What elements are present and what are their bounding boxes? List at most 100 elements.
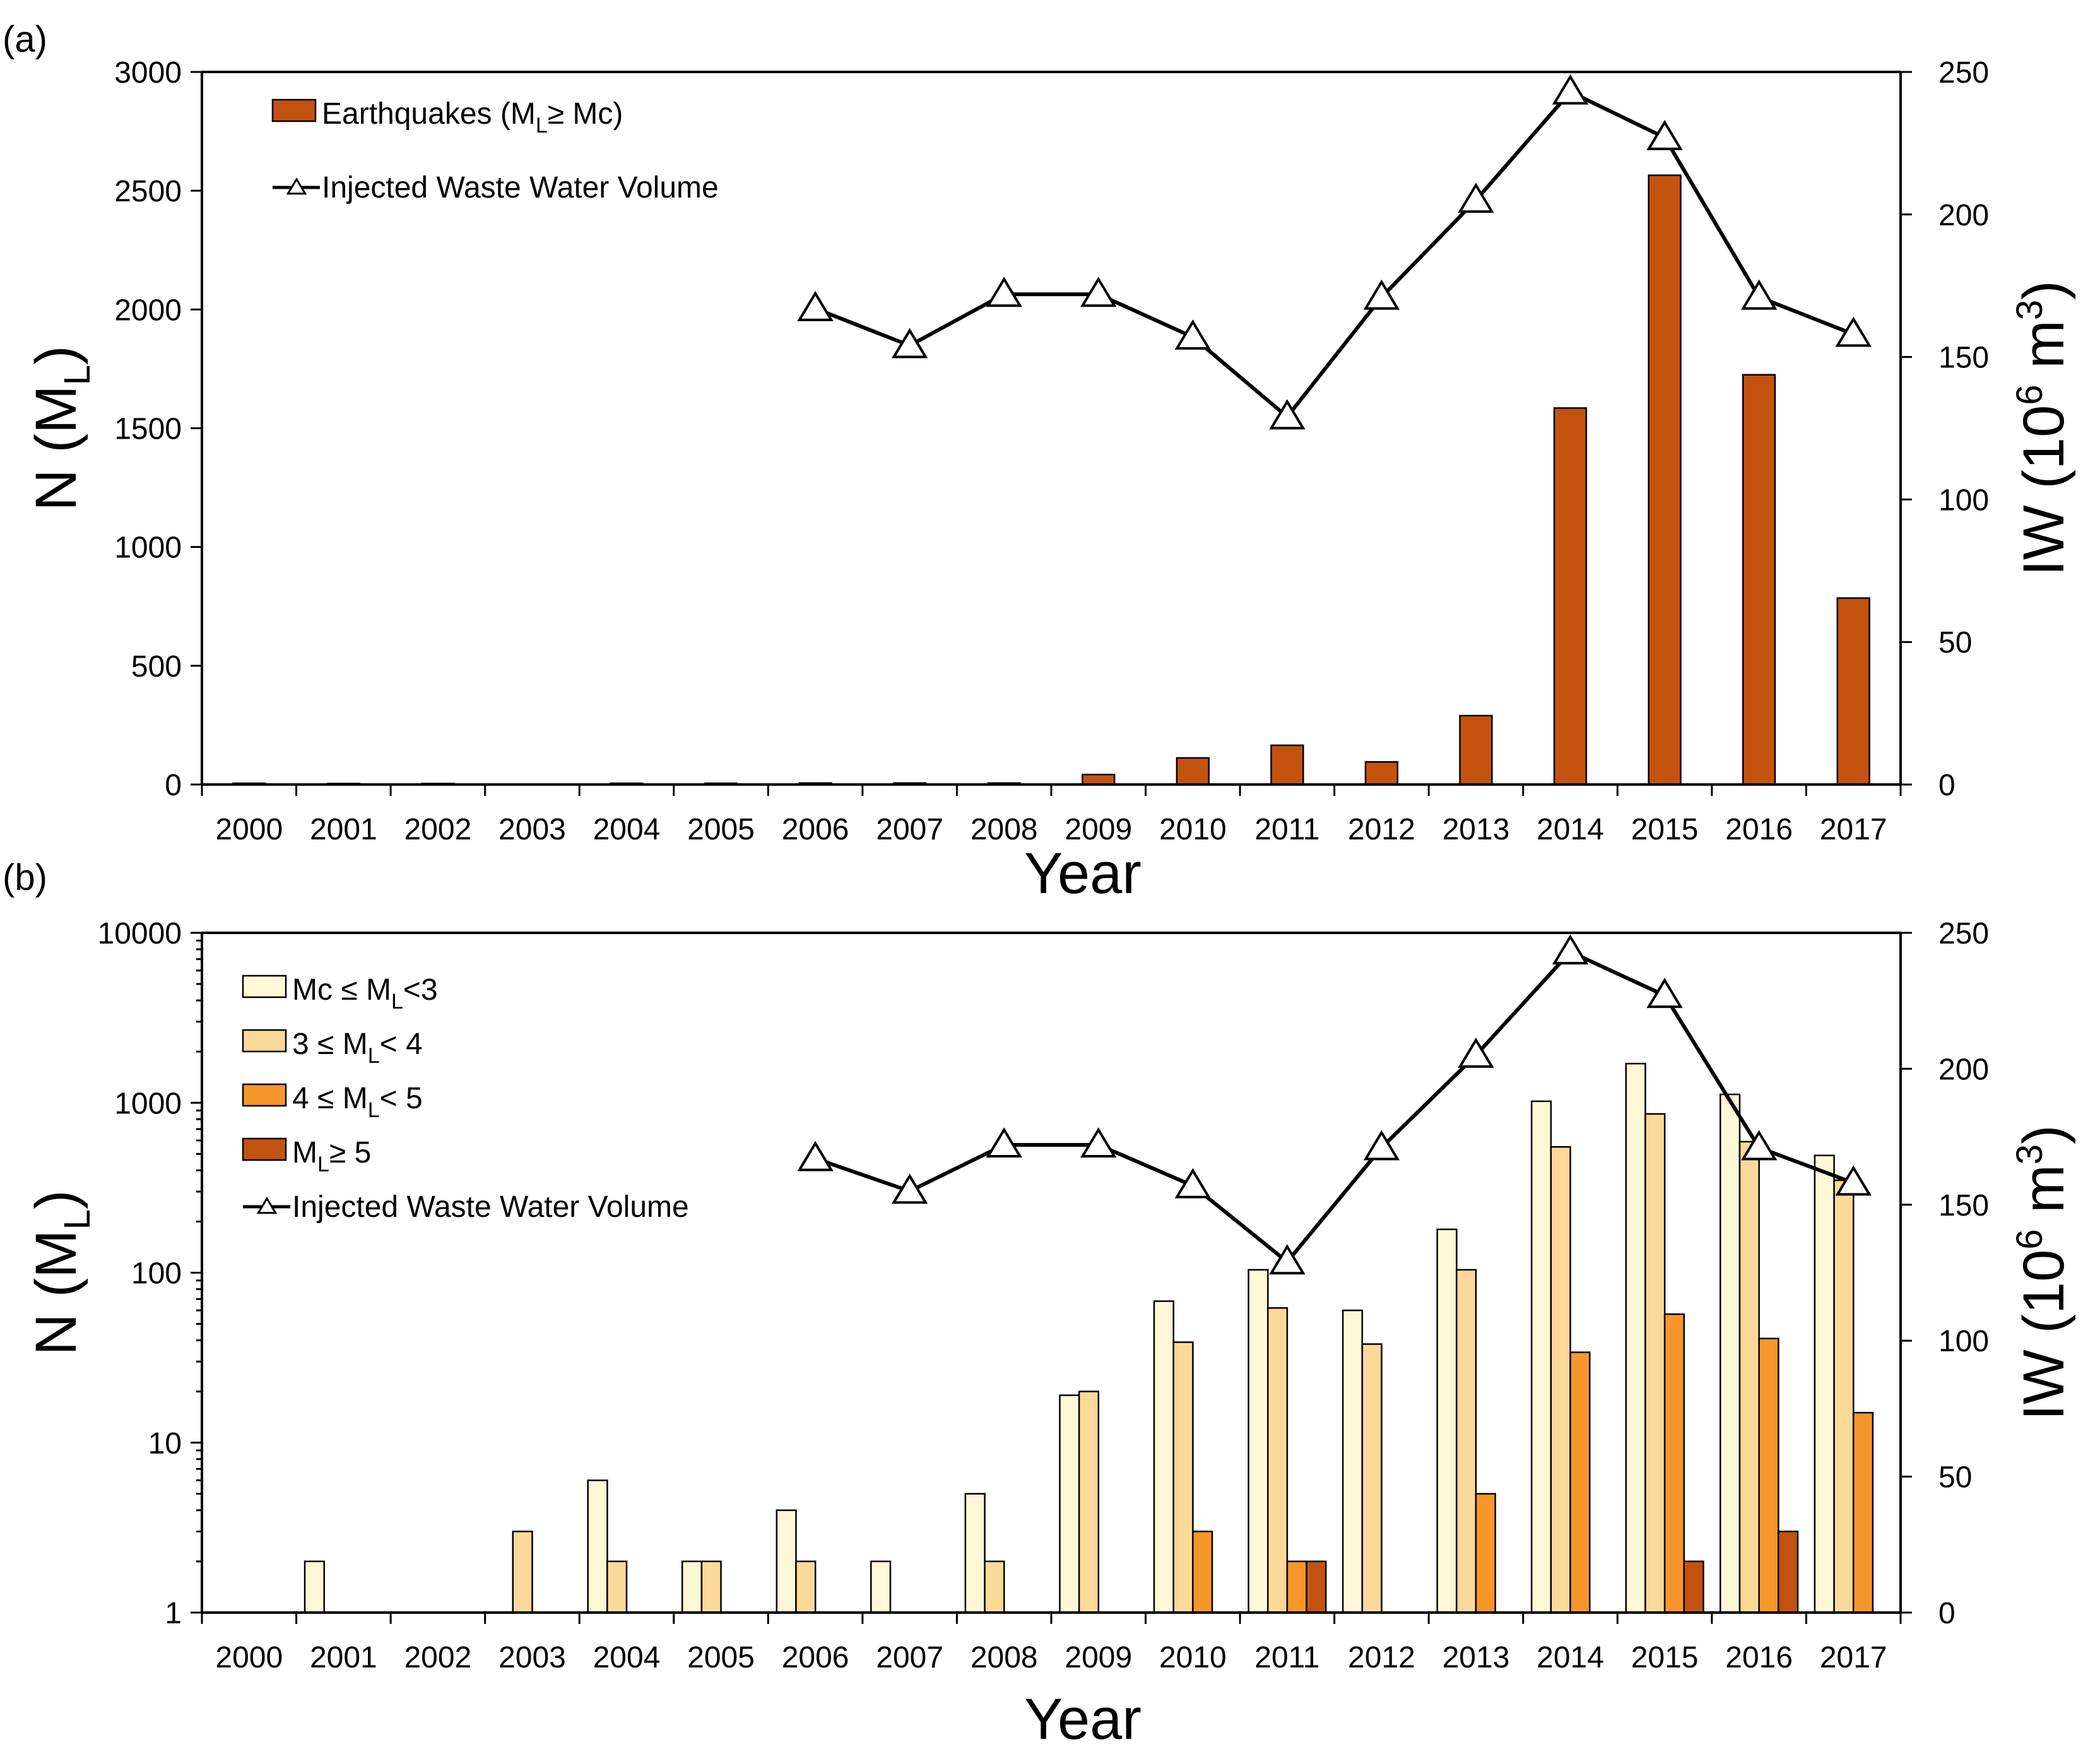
x-tick-label: 2013 [1442, 813, 1510, 846]
legend-label: Mc ≤ ML<3 [292, 973, 438, 1014]
panel-label: (a) [3, 19, 47, 60]
y-axis-title: N (ML) [24, 345, 98, 511]
triangle-marker [1646, 978, 1683, 1009]
y-tick-label: 10000 [98, 917, 182, 950]
y-axis-title: N (ML) [24, 1190, 98, 1355]
bar [1266, 1307, 1289, 1614]
y2-tick-label: 50 [1938, 626, 1972, 660]
legend-label: Earthquakes (ML≥ Mc) [322, 97, 623, 138]
y-tick-label: 2000 [114, 293, 182, 327]
y2-tick-label: 200 [1938, 1053, 1989, 1086]
legend-swatch [242, 1083, 287, 1107]
bar [1176, 757, 1210, 786]
x-tick-label: 2016 [1725, 813, 1793, 846]
x-tick-label: 2005 [687, 1641, 755, 1674]
x-tick-label: 2015 [1631, 813, 1699, 846]
x-tick-label: 2012 [1348, 1641, 1415, 1674]
bar [964, 1493, 986, 1614]
x-tick-label: 2009 [1065, 813, 1132, 846]
y2-tick-label: 0 [1938, 1597, 1955, 1630]
triangle-marker [1646, 119, 1683, 150]
legend-triangle-marker [286, 177, 307, 195]
legend-label: Injected Waste Water Volume [322, 171, 719, 204]
y-tick-label: 100 [131, 1257, 182, 1291]
triangle-marker [797, 1140, 834, 1171]
chart-panel-a: (a)2000 2001 2002 2003 2004 2005 2006 2007 2008 2… [3, 19, 2076, 906]
panel-label: (b) [3, 857, 47, 898]
bar [1270, 744, 1304, 786]
bar [984, 1560, 1005, 1614]
x-tick-label: 2006 [782, 813, 849, 846]
x-tick-label: 2003 [498, 1641, 566, 1674]
bar [1286, 1560, 1307, 1614]
y2-tick-label: 100 [1938, 483, 1989, 517]
legend-label: ML≥ 5 [292, 1136, 371, 1176]
triangle-marker [891, 1173, 928, 1204]
y2-tick-label: 100 [1938, 1325, 1989, 1358]
x-tick-label: 2011 [1254, 813, 1319, 846]
bar [1306, 1560, 1327, 1614]
bar [304, 1560, 325, 1614]
legend-label: 4 ≤ ML< 5 [292, 1082, 423, 1122]
y2-tick-label: 150 [1938, 341, 1989, 375]
bar [1248, 1269, 1269, 1614]
y2-tick-label: 250 [1938, 56, 1989, 90]
bar [1778, 1531, 1799, 1614]
x-tick-label: 2001 [310, 813, 377, 846]
legend-swatch [242, 1029, 287, 1053]
triangle-marker [1080, 276, 1117, 307]
x-tick-label: 2005 [687, 813, 755, 846]
x-axis-title: Year [1024, 1687, 1141, 1747]
x-tick-label: 2006 [782, 1641, 849, 1674]
triangle-marker [1174, 1168, 1212, 1199]
bar [1814, 1154, 1835, 1614]
legend-label: Injected Waste Water Volume [292, 1190, 689, 1224]
x-tick-label: 2003 [498, 813, 566, 846]
bar [1475, 1493, 1496, 1614]
x-tick-label: 2012 [1348, 813, 1415, 846]
triangle-marker [1174, 319, 1212, 350]
bar [1742, 374, 1776, 786]
x-axis-title: Year [1024, 841, 1141, 906]
bar [1833, 1179, 1855, 1614]
y-tick-label: 500 [131, 650, 182, 684]
triangle-marker [891, 328, 928, 358]
x-tick-label: 2008 [970, 813, 1038, 846]
legend-swatch [242, 974, 287, 998]
y-tick-label: 10 [148, 1427, 182, 1460]
injected-volume-line [815, 89, 1855, 420]
bar [870, 1560, 892, 1614]
bar [1553, 407, 1588, 786]
y2-tick-label: 200 [1938, 199, 1989, 232]
y2-axis-title: IW (106 m3) [2009, 1125, 2076, 1420]
x-tick-label: 2000 [215, 1641, 283, 1674]
bar [1738, 1140, 1760, 1614]
bar [1361, 1343, 1383, 1614]
legend: Earthquakes (ML≥ Mc) Injected Waste Water… [271, 97, 719, 204]
y2-tick-label: 150 [1938, 1189, 1989, 1223]
triangle-marker [1269, 1244, 1306, 1275]
bar [1720, 1093, 1741, 1614]
y-tick-label: 2500 [114, 175, 182, 208]
legend: Mc ≤ ML<3 3 ≤ ML< 4 4 ≤ ML< 5 ML≥ 5 Injected… [242, 973, 689, 1224]
bar [776, 1509, 797, 1614]
x-tick-label: 2014 [1537, 813, 1604, 846]
triangle-marker [1363, 1130, 1400, 1161]
triangle-marker [1458, 182, 1494, 213]
bar [1663, 1313, 1685, 1614]
bar [1456, 1269, 1477, 1614]
bar [795, 1560, 817, 1614]
bar [1078, 1390, 1100, 1614]
y2-axis-title: IW (106 m3) [2009, 280, 2076, 576]
bar [1683, 1560, 1704, 1614]
bar [1459, 714, 1493, 786]
legend-label: 3 ≤ ML< 4 [292, 1027, 423, 1068]
bar [1153, 1300, 1174, 1614]
bar [1436, 1228, 1458, 1614]
injected-volume-line [815, 949, 1855, 1265]
bar [1758, 1337, 1779, 1614]
x-tick-label: 2013 [1442, 1641, 1510, 1674]
y2-tick-label: 250 [1938, 917, 1989, 950]
bar [1648, 174, 1682, 786]
